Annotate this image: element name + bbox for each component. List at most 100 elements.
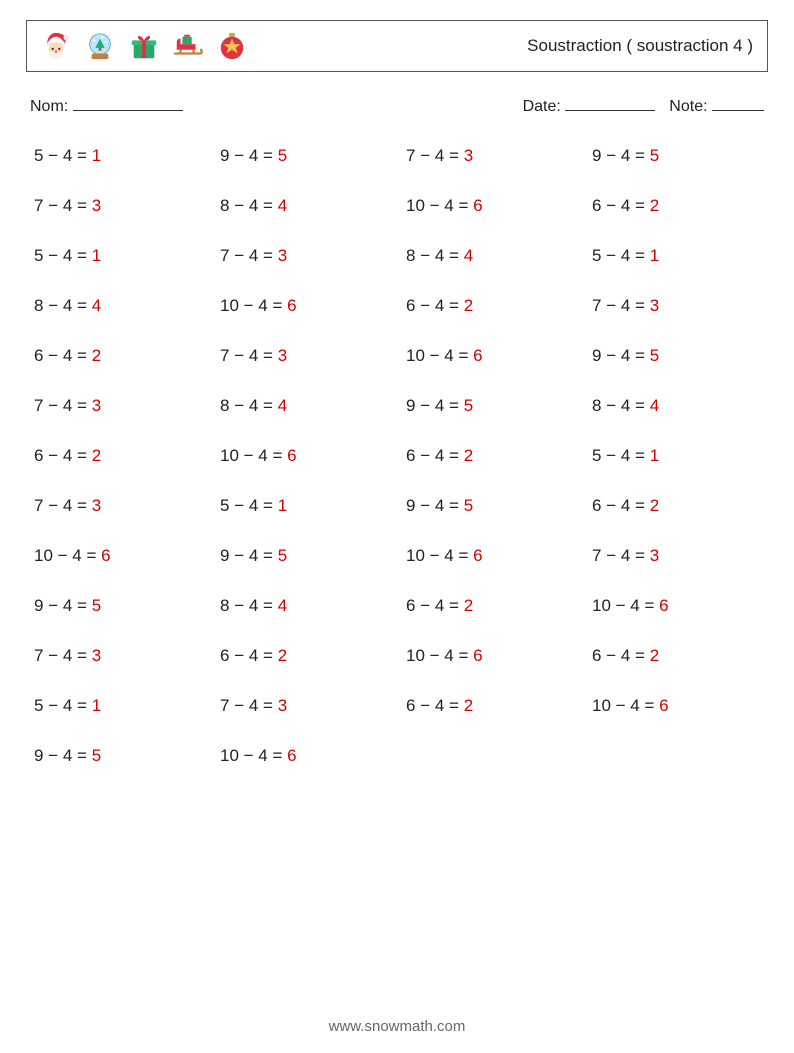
answer: 6 (473, 346, 482, 365)
operand-b: 4 (63, 446, 72, 465)
operand-b: 4 (63, 146, 72, 165)
problem: 7 − 4 = 3 (220, 346, 396, 366)
problem: 7 − 4 = 3 (592, 296, 768, 316)
problem: 6 − 4 = 2 (592, 196, 768, 216)
answer: 4 (650, 396, 659, 415)
operand-a: 9 (406, 496, 415, 515)
answer: 1 (650, 446, 659, 465)
operand-b: 4 (435, 446, 444, 465)
operand-a: 7 (34, 496, 43, 515)
operand-b: 4 (63, 296, 72, 315)
operand-a: 10 (592, 596, 611, 615)
problem: 6 − 4 = 2 (220, 646, 396, 666)
snowglobe-icon (85, 31, 115, 61)
problem: 6 − 4 = 2 (406, 596, 582, 616)
operand-a: 8 (592, 396, 601, 415)
operand-b: 4 (249, 596, 258, 615)
operand-a: 5 (34, 696, 43, 715)
answer: 5 (92, 596, 101, 615)
operand-a: 7 (220, 346, 229, 365)
answer: 3 (464, 146, 473, 165)
answer: 2 (464, 296, 473, 315)
note-blank[interactable] (712, 94, 764, 111)
operand-b: 4 (435, 246, 444, 265)
operand-a: 8 (34, 296, 43, 315)
answer: 6 (473, 196, 482, 215)
operand-b: 4 (621, 296, 630, 315)
gift-icon (129, 31, 159, 61)
operand-b: 4 (444, 346, 453, 365)
answer: 3 (92, 196, 101, 215)
operand-b: 4 (621, 546, 630, 565)
operand-a: 5 (220, 496, 229, 515)
answer: 2 (650, 646, 659, 665)
worksheet-title: Soustraction ( soustraction 4 ) (527, 36, 753, 56)
problem: 10 − 4 = 6 (34, 546, 210, 566)
operand-b: 4 (621, 446, 630, 465)
answer: 1 (278, 496, 287, 515)
problem: 6 − 4 = 2 (406, 696, 582, 716)
answer: 2 (278, 646, 287, 665)
operand-a: 6 (406, 596, 415, 615)
operand-b: 4 (63, 496, 72, 515)
answer: 3 (92, 646, 101, 665)
problem: 10 − 4 = 6 (406, 546, 582, 566)
operand-a: 7 (406, 146, 415, 165)
problem: 7 − 4 = 3 (34, 196, 210, 216)
operand-a: 10 (220, 446, 239, 465)
operand-a: 6 (34, 446, 43, 465)
operand-a: 9 (406, 396, 415, 415)
operand-a: 6 (592, 496, 601, 515)
problem: 10 − 4 = 6 (220, 296, 396, 316)
problem: 8 − 4 = 4 (220, 196, 396, 216)
answer: 3 (650, 296, 659, 315)
operand-b: 4 (621, 496, 630, 515)
operand-b: 4 (249, 346, 258, 365)
operand-b: 4 (63, 396, 72, 415)
operand-a: 10 (406, 196, 425, 215)
operand-a: 9 (592, 146, 601, 165)
operand-b: 4 (621, 346, 630, 365)
operand-b: 4 (258, 446, 267, 465)
operand-a: 10 (406, 646, 425, 665)
problems-grid: 5 − 4 = 19 − 4 = 57 − 4 = 39 − 4 = 57 − … (26, 146, 768, 766)
operand-a: 5 (34, 146, 43, 165)
date-blank[interactable] (565, 94, 655, 111)
operand-b: 4 (249, 246, 258, 265)
problem: 5 − 4 = 1 (34, 246, 210, 266)
operand-a: 9 (34, 596, 43, 615)
operand-a: 8 (406, 246, 415, 265)
operand-a: 5 (592, 246, 601, 265)
operand-a: 7 (220, 246, 229, 265)
operand-b: 4 (249, 546, 258, 565)
problem: 6 − 4 = 2 (34, 346, 210, 366)
problem: 7 − 4 = 3 (220, 696, 396, 716)
name-blank[interactable] (73, 94, 183, 111)
name-field: Nom: (30, 94, 183, 116)
operand-b: 4 (249, 696, 258, 715)
answer: 2 (464, 596, 473, 615)
problem: 7 − 4 = 3 (34, 496, 210, 516)
answer: 6 (659, 596, 668, 615)
problem: 6 − 4 = 2 (592, 646, 768, 666)
operand-b: 4 (621, 146, 630, 165)
meta-row: Nom: Date: Note: (26, 94, 768, 116)
problem: 7 − 4 = 3 (34, 396, 210, 416)
answer: 1 (92, 246, 101, 265)
note-field: Note: (669, 94, 764, 116)
operand-b: 4 (630, 696, 639, 715)
answer: 6 (659, 696, 668, 715)
operand-b: 4 (72, 546, 81, 565)
date-label: Date: (523, 98, 561, 115)
worksheet-page: Soustraction ( soustraction 4 ) Nom: Dat… (0, 0, 794, 1053)
problem: 6 − 4 = 2 (592, 496, 768, 516)
answer: 2 (92, 446, 101, 465)
operand-a: 8 (220, 196, 229, 215)
operand-a: 8 (220, 596, 229, 615)
answer: 6 (473, 646, 482, 665)
answer: 2 (92, 346, 101, 365)
problem: 10 − 4 = 6 (220, 746, 396, 766)
answer: 5 (464, 396, 473, 415)
answer: 1 (92, 146, 101, 165)
answer: 6 (287, 746, 296, 765)
